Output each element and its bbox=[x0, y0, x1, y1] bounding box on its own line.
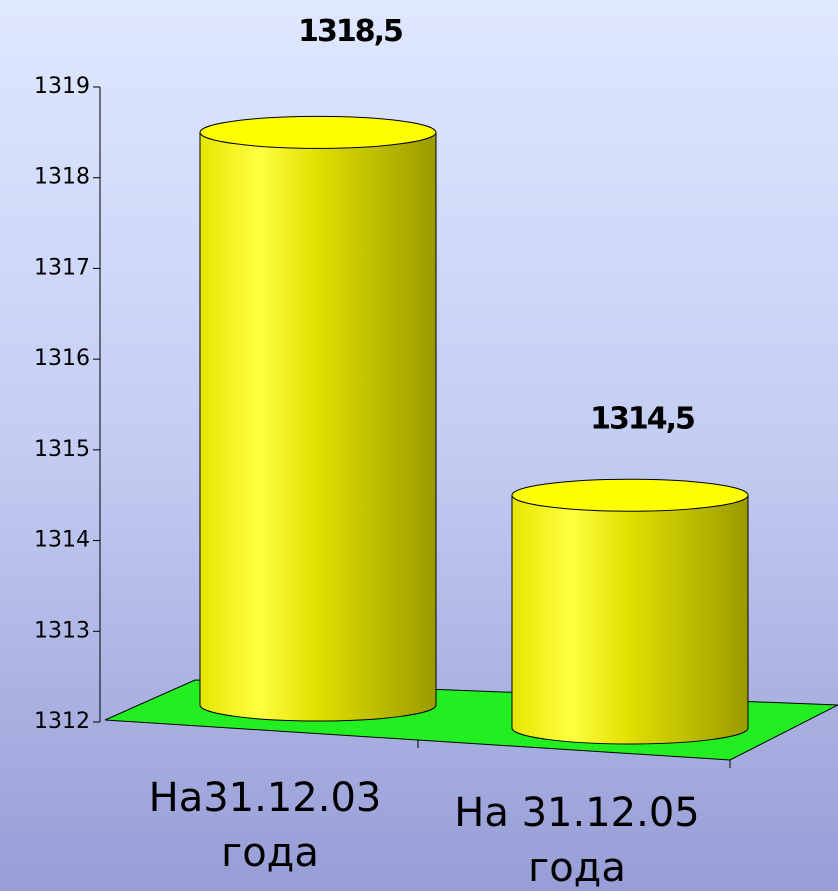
y-tick-label: 1312 bbox=[34, 709, 90, 734]
bar bbox=[512, 495, 748, 728]
y-tick-label: 1313 bbox=[34, 618, 90, 643]
y-tick-label: 1317 bbox=[34, 255, 90, 280]
y-tick-label: 1319 bbox=[34, 74, 90, 99]
x-tick-label: года bbox=[221, 830, 319, 876]
x-tick-label: На 31.12.05 bbox=[454, 790, 699, 836]
bar-top bbox=[199, 115, 437, 149]
y-tick-label: 1318 bbox=[34, 165, 90, 190]
bar bbox=[200, 132, 436, 705]
y-tick-label: 1314 bbox=[34, 528, 90, 553]
value-label: 1314,5 bbox=[590, 402, 694, 437]
bar-top bbox=[511, 478, 749, 512]
value-label: 1318,5 bbox=[298, 14, 402, 49]
y-tick-label: 1316 bbox=[34, 346, 90, 371]
x-tick-label: года bbox=[528, 845, 626, 891]
y-tick-label: 1315 bbox=[34, 437, 90, 462]
x-tick-label: На31.12.03 bbox=[149, 775, 382, 821]
